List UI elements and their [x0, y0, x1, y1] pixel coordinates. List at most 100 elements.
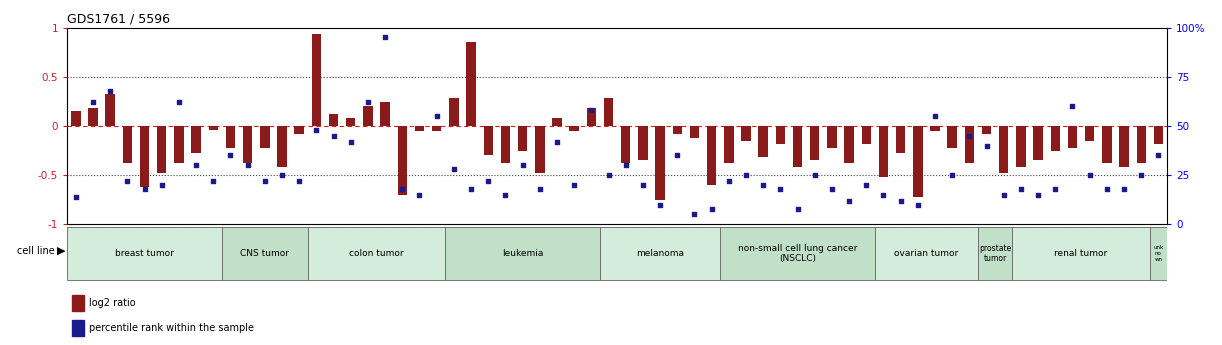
FancyBboxPatch shape — [772, 227, 789, 273]
Text: GSM35919: GSM35919 — [263, 233, 268, 267]
Bar — [484, 126, 492, 155]
Point — [204, 178, 224, 184]
Bar — [552, 118, 562, 126]
Bar — [501, 126, 510, 163]
FancyBboxPatch shape — [978, 227, 995, 273]
Text: GSM35947: GSM35947 — [743, 233, 749, 267]
FancyBboxPatch shape — [943, 227, 960, 273]
FancyBboxPatch shape — [84, 227, 101, 273]
Text: GSM35933: GSM35933 — [503, 233, 508, 267]
FancyBboxPatch shape — [187, 227, 205, 273]
Point — [771, 186, 791, 191]
Text: leukemia: leukemia — [502, 249, 544, 258]
FancyBboxPatch shape — [1029, 227, 1047, 273]
Bar — [742, 126, 750, 141]
Bar — [706, 126, 716, 185]
Point — [83, 100, 103, 105]
FancyBboxPatch shape — [359, 227, 376, 273]
Bar — [844, 126, 854, 163]
Point — [891, 198, 910, 204]
Bar — [380, 102, 390, 126]
Bar — [810, 126, 820, 160]
Text: GSM35940: GSM35940 — [623, 233, 628, 267]
Point — [169, 100, 188, 105]
Bar — [930, 126, 940, 131]
Text: GSM35938: GSM35938 — [589, 233, 594, 267]
FancyBboxPatch shape — [136, 227, 153, 273]
Point — [324, 133, 343, 139]
Text: GSM35908: GSM35908 — [73, 233, 78, 267]
Bar — [689, 126, 699, 138]
FancyBboxPatch shape — [342, 227, 359, 273]
Bar — [105, 95, 115, 126]
FancyBboxPatch shape — [119, 227, 136, 273]
Bar — [414, 126, 424, 131]
Text: GSM35939: GSM35939 — [606, 233, 611, 267]
Bar — [1119, 126, 1129, 167]
Bar — [72, 295, 84, 311]
FancyBboxPatch shape — [376, 227, 393, 273]
Point — [667, 152, 687, 158]
Text: GSM35913: GSM35913 — [159, 233, 164, 267]
Point — [341, 139, 360, 145]
Text: GSM35959: GSM35959 — [949, 233, 954, 267]
Bar — [655, 126, 665, 200]
Text: GSM35971: GSM35971 — [1156, 233, 1161, 267]
Point — [633, 182, 653, 188]
Bar — [88, 108, 98, 126]
Point — [530, 186, 550, 191]
Bar — [139, 126, 149, 187]
FancyBboxPatch shape — [308, 227, 445, 280]
Bar — [1154, 126, 1163, 144]
FancyBboxPatch shape — [428, 227, 445, 273]
Point — [100, 88, 120, 93]
Bar — [71, 111, 81, 126]
FancyBboxPatch shape — [858, 227, 875, 273]
FancyBboxPatch shape — [67, 227, 84, 273]
Text: GSM35958: GSM35958 — [932, 233, 937, 267]
Point — [650, 202, 670, 207]
Point — [599, 172, 618, 178]
Bar — [1068, 126, 1078, 148]
FancyBboxPatch shape — [445, 227, 462, 273]
Text: GSM35917: GSM35917 — [229, 233, 233, 267]
Text: GSM35953: GSM35953 — [847, 233, 852, 267]
Point — [358, 100, 378, 105]
Text: GSM35922: GSM35922 — [314, 233, 319, 267]
Bar — [1136, 126, 1146, 163]
Bar — [226, 126, 235, 148]
Text: GSM35936: GSM35936 — [555, 233, 560, 267]
FancyBboxPatch shape — [634, 227, 651, 273]
Text: GSM35911: GSM35911 — [125, 233, 130, 267]
FancyBboxPatch shape — [892, 227, 909, 273]
Text: GSM35957: GSM35957 — [915, 233, 920, 267]
Point — [908, 202, 927, 207]
FancyBboxPatch shape — [600, 227, 617, 273]
Point — [925, 113, 945, 119]
FancyBboxPatch shape — [789, 227, 807, 273]
Text: GSM35921: GSM35921 — [297, 233, 302, 267]
Point — [375, 35, 395, 40]
FancyBboxPatch shape — [875, 227, 978, 280]
FancyBboxPatch shape — [807, 227, 824, 273]
Text: GSM35968: GSM35968 — [1105, 233, 1110, 267]
Text: GSM35931: GSM35931 — [468, 233, 474, 267]
Text: GSM35948: GSM35948 — [760, 233, 766, 267]
FancyBboxPatch shape — [668, 227, 686, 273]
Bar — [397, 126, 407, 195]
Bar — [363, 106, 373, 126]
Point — [290, 178, 309, 184]
Point — [255, 178, 275, 184]
Point — [565, 182, 584, 188]
Bar — [192, 126, 200, 154]
Bar — [964, 126, 974, 163]
Text: GSM35935: GSM35935 — [538, 233, 543, 267]
FancyBboxPatch shape — [1064, 227, 1081, 273]
FancyBboxPatch shape — [1116, 227, 1133, 273]
FancyBboxPatch shape — [960, 227, 978, 273]
FancyBboxPatch shape — [101, 227, 119, 273]
FancyBboxPatch shape — [240, 227, 257, 273]
Text: GSM35925: GSM35925 — [365, 233, 370, 267]
Bar — [981, 126, 991, 134]
FancyBboxPatch shape — [754, 227, 772, 273]
